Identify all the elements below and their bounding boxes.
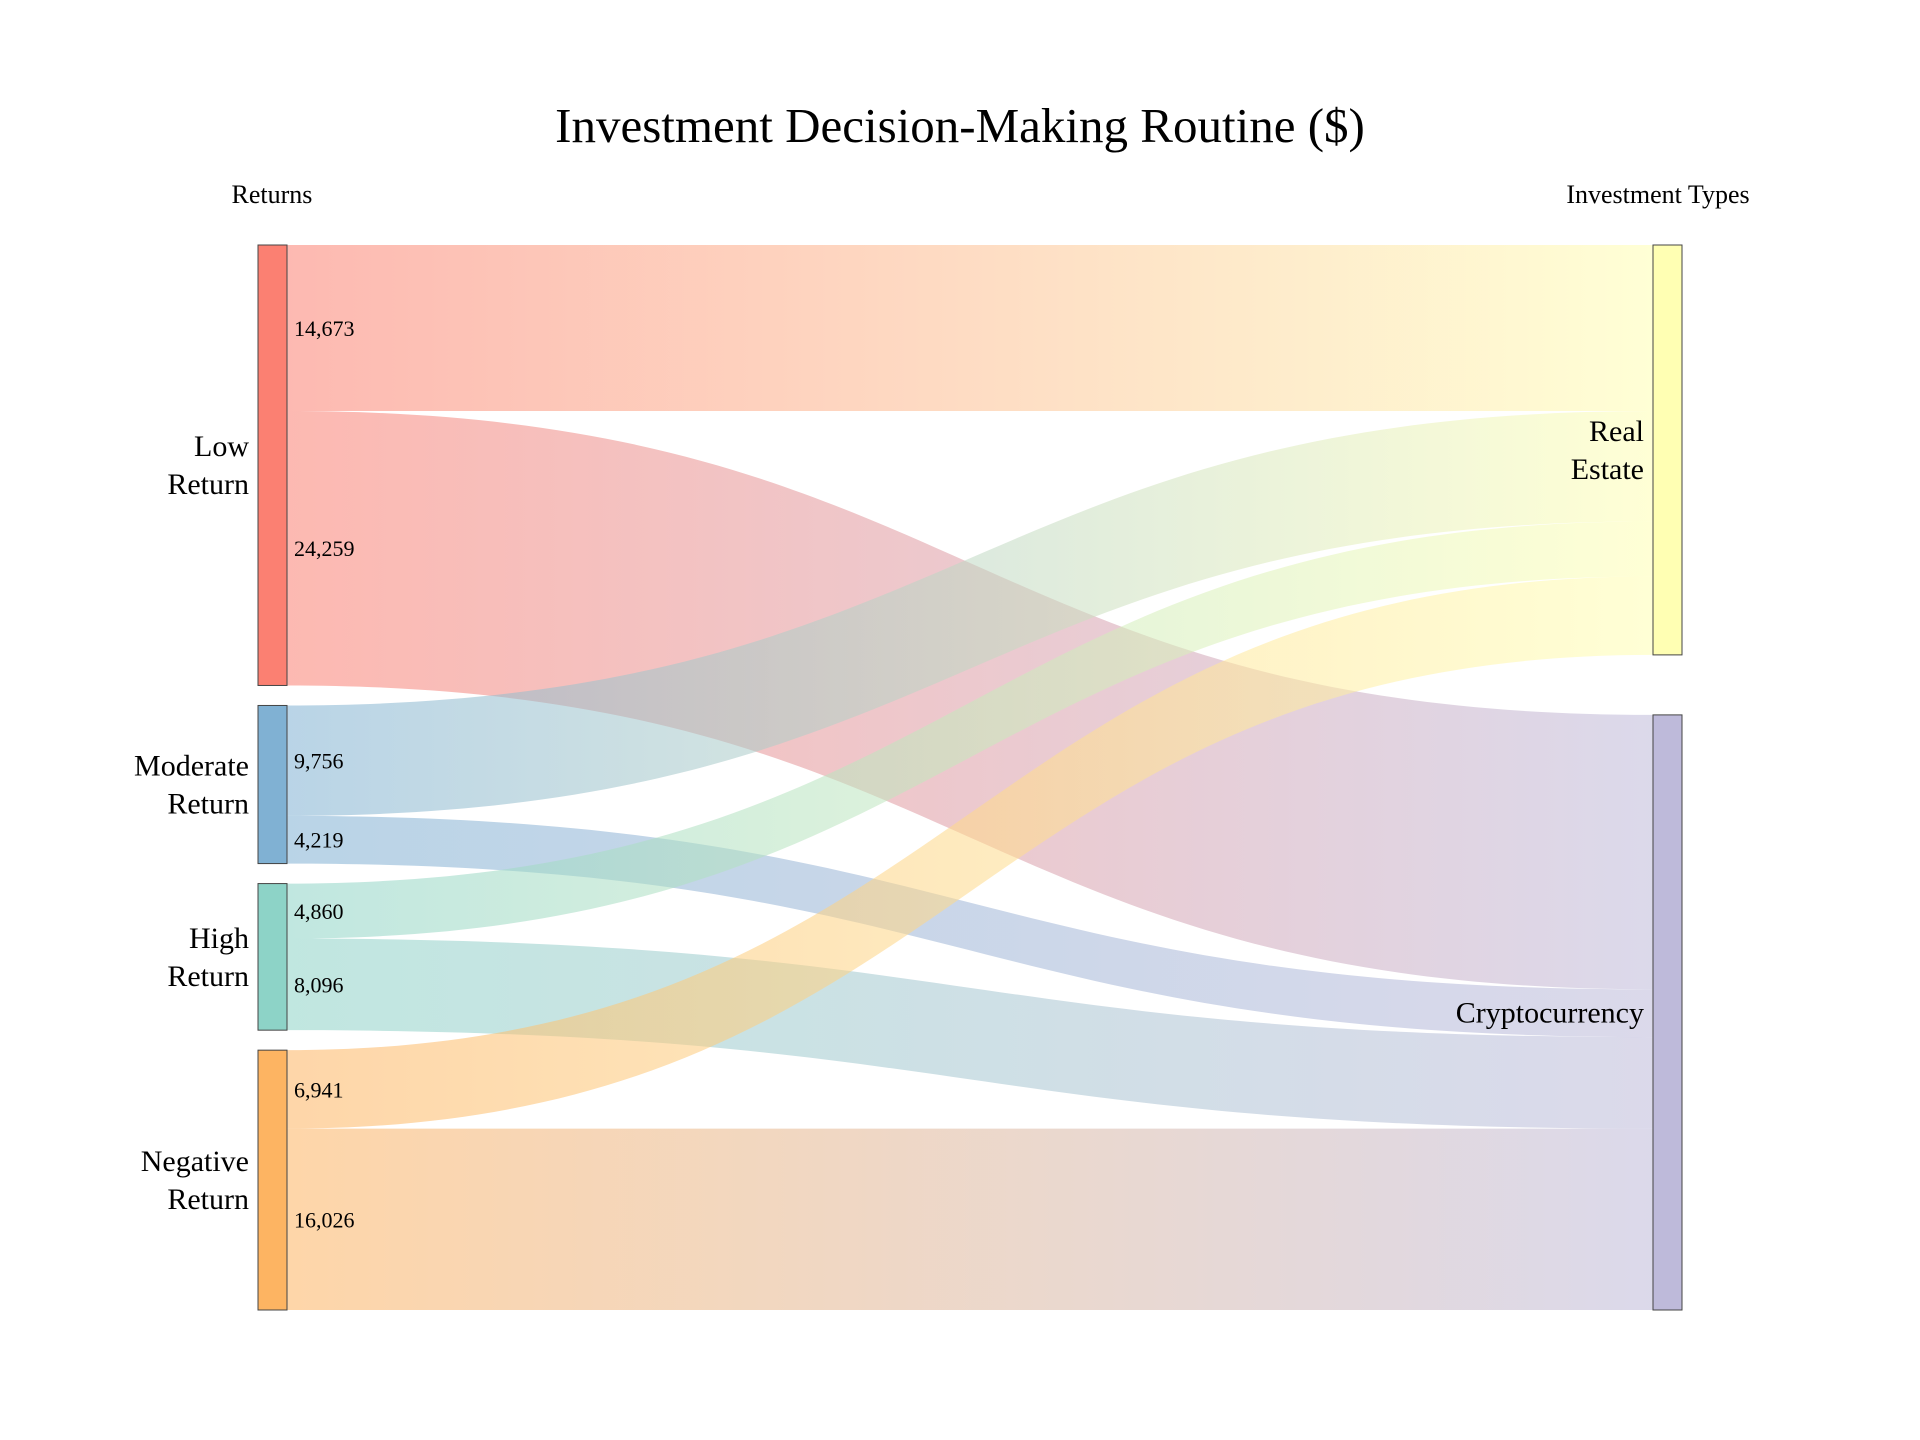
link-value-low-return-to-real-estate: 14,673	[294, 316, 355, 341]
node-moderate-return	[257, 704, 288, 865]
source-column-label: Returns	[232, 180, 313, 209]
nodes-layer	[257, 244, 1683, 1311]
link-negative-return-to-real-estate	[287, 576, 1653, 1129]
node-cryptocurrency	[1652, 714, 1683, 1311]
link-negative-return-to-cryptocurrency	[287, 1128, 1653, 1310]
node-label-moderate-return: Moderate Return	[134, 750, 249, 821]
link-moderate-return-to-real-estate	[287, 411, 1653, 816]
link-value-low-return-to-cryptocurrency: 24,259	[294, 536, 355, 561]
link-high-return-to-real-estate	[287, 521, 1653, 939]
link-low-return-to-cryptocurrency	[287, 411, 1653, 990]
node-label-real-estate: Real Estate	[1571, 415, 1644, 486]
node-real-estate	[1652, 244, 1683, 656]
link-value-moderate-return-to-real-estate: 9,756	[294, 749, 344, 774]
link-value-negative-return-to-real-estate: 6,941	[294, 1077, 344, 1102]
link-value-high-return-to-cryptocurrency: 8,096	[294, 972, 344, 997]
link-value-high-return-to-real-estate: 4,860	[294, 899, 344, 924]
target-column-label: Investment Types	[1566, 180, 1749, 209]
link-high-return-to-cryptocurrency	[287, 938, 1653, 1129]
chart-title: Investment Decision-Making Routine ($)	[555, 98, 1365, 153]
links-layer	[287, 245, 1653, 1310]
node-label-high-return: High Return	[167, 922, 249, 993]
node-label-negative-return: Negative Return	[141, 1145, 249, 1216]
labels-layer: 14,673 24,259 9,756 4,219 4,860 8,096 6,941 16,…	[134, 316, 1644, 1232]
node-low-return	[257, 244, 288, 686]
node-label-cryptocurrency: Cryptocurrency	[1456, 996, 1644, 1029]
node-high-return	[257, 883, 288, 1031]
link-value-negative-return-to-cryptocurrency: 16,026	[294, 1207, 355, 1232]
node-label-low-return: Low Return	[167, 430, 249, 501]
link-value-moderate-return-to-cryptocurrency: 4,219	[294, 828, 344, 853]
node-negative-return	[257, 1049, 288, 1311]
link-low-return-to-real-estate	[287, 245, 1653, 412]
